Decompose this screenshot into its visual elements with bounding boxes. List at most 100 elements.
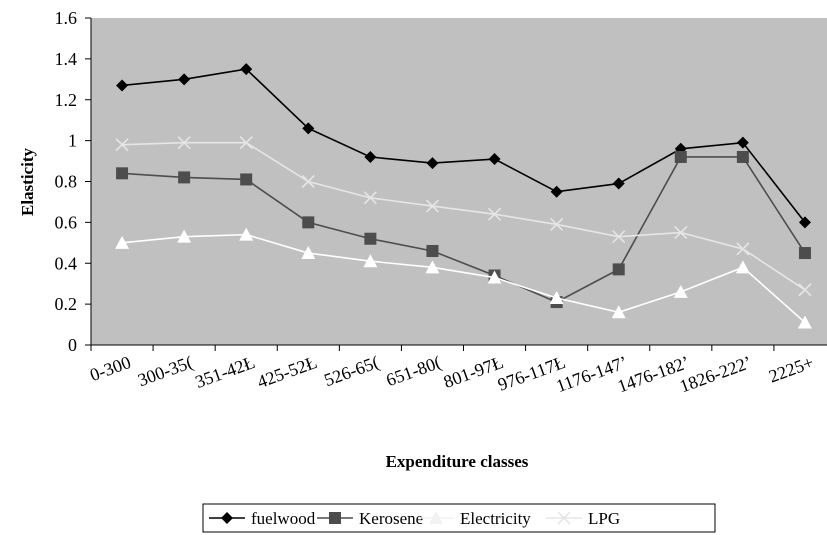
electricity-point: [301, 246, 316, 260]
electricity-point: [673, 284, 688, 298]
x-tick-label: 526-65(: [321, 352, 382, 391]
lpg-point: [550, 217, 564, 231]
plot-area: [91, 18, 827, 345]
lpg-point: [177, 136, 191, 150]
lpg-point: [674, 226, 688, 240]
x-marker-stroke: [798, 283, 812, 297]
electricity-point: [549, 290, 564, 304]
y-axis-title: Elasticity: [18, 148, 37, 216]
legend-label-fuelwood: fuelwood: [251, 509, 316, 528]
legend-marker-lpg: [557, 511, 571, 525]
kerosene-point: [426, 244, 439, 257]
kerosene-line: [121, 156, 806, 303]
y-tick-label: 0: [68, 335, 77, 355]
legend-box: [202, 503, 716, 533]
x-tick-label: 801-97Ł: [441, 352, 506, 392]
lpg-point: [301, 174, 315, 189]
legend-marker-electricity: [429, 511, 443, 524]
kerosene-point: [178, 171, 191, 184]
lpg-point: [115, 138, 129, 152]
fuelwood-point: [240, 63, 253, 76]
kerosene-point: [612, 263, 625, 276]
x-marker-stroke: [301, 174, 315, 189]
legend: fuelwood Kerosene Electricity LPG: [202, 503, 716, 533]
electricity-point: [177, 229, 192, 243]
x-tick-label: 2225+: [766, 352, 816, 387]
fuelwood-point: [798, 216, 811, 229]
series-fuelwood: [116, 63, 811, 229]
electricity-point: [363, 254, 378, 268]
y-tick-label: 1: [68, 131, 77, 151]
x-marker-stroke: [425, 199, 440, 213]
kerosene-point: [116, 167, 129, 180]
x-marker-stroke: [612, 230, 626, 244]
lpg-point: [612, 230, 626, 244]
y-tick-label: 0.4: [55, 253, 78, 273]
lpg-point: [363, 191, 377, 205]
x-axis-title: Expenditure classes: [386, 452, 529, 471]
series-kerosene: [116, 150, 811, 309]
series-layer: [115, 63, 812, 329]
x-tick-label: 300-35(: [135, 352, 196, 391]
electricity-point: [735, 260, 750, 274]
kerosene-point: [798, 247, 811, 260]
x-tick-label: 1826-222’: [677, 352, 754, 396]
y-tick-label: 0.8: [55, 172, 78, 192]
lpg-point: [239, 136, 253, 150]
fuelwood-point: [550, 185, 563, 198]
x-marker-stroke: [550, 217, 564, 231]
lpg-point: [487, 207, 502, 221]
lpg-line: [122, 141, 806, 291]
legend-marker-kerosene: [329, 512, 341, 524]
fuelwood-point: [612, 177, 625, 190]
x-marker-stroke: [363, 191, 377, 205]
legend-marker-fuelwood: [221, 512, 233, 524]
lpg-point: [425, 199, 440, 213]
legend-label-kerosene: Kerosene: [359, 509, 423, 528]
lpg-point: [798, 283, 812, 297]
electricity-point: [115, 235, 130, 249]
kerosene-point: [674, 150, 687, 163]
series-lpg: [115, 136, 812, 297]
y-tick-label: 0.2: [55, 294, 78, 314]
kerosene-point: [736, 150, 749, 163]
lpg-point: [736, 242, 750, 256]
x-marker-stroke: [239, 136, 253, 150]
x-marker-stroke: [177, 136, 191, 150]
kerosene-point: [364, 232, 377, 245]
fuelwood-point: [426, 157, 439, 170]
electricity-line: [121, 233, 806, 324]
kerosene-point: [302, 216, 315, 229]
y-tick-label: 1.4: [55, 49, 78, 69]
x-marker-stroke: [736, 242, 750, 256]
x-marker-stroke: [674, 226, 688, 240]
y-tick-label: 1.2: [55, 90, 78, 110]
fuelwood-point: [116, 79, 129, 92]
y-tick-label: 1.6: [55, 8, 78, 28]
kerosene-point: [240, 173, 253, 186]
fuelwood-line: [121, 68, 806, 223]
fuelwood-point: [736, 136, 749, 149]
series-electricity: [115, 227, 812, 329]
electricity-point: [487, 270, 502, 284]
x-tick-label: 0-300: [87, 352, 133, 385]
electricity-point: [239, 227, 254, 241]
electricity-point: [611, 305, 626, 319]
y-tick-label: 0.6: [55, 212, 78, 232]
legend-label-lpg: LPG: [588, 509, 620, 528]
electricity-point: [425, 260, 440, 274]
x-tick-label: 651-80(: [383, 352, 444, 391]
y-axis: 0 0.2 0.4 0.6 0.8 1 1.2 1.4 1.6: [55, 8, 92, 355]
fuelwood-point: [364, 150, 377, 163]
x-marker-stroke: [487, 207, 502, 221]
electricity-point: [797, 315, 812, 329]
x-marker-stroke: [557, 511, 571, 525]
x-tick-label: 351-42Ł: [192, 352, 257, 392]
fuelwood-point: [302, 122, 315, 135]
fuelwood-point: [178, 73, 191, 86]
fuelwood-point: [488, 153, 501, 166]
x-tick-label: 425-52Ł: [255, 352, 320, 392]
legend-label-electricity: Electricity: [460, 509, 531, 528]
